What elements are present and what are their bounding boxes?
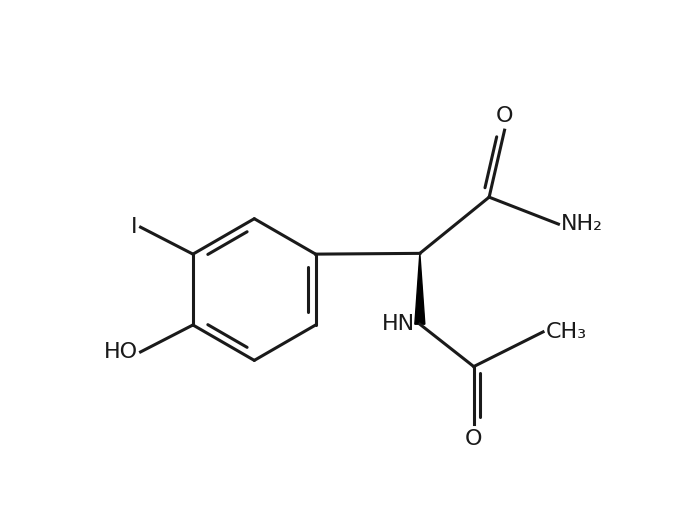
Text: CH₃: CH₃ — [546, 322, 587, 342]
Text: NH₂: NH₂ — [561, 214, 603, 234]
Text: O: O — [465, 429, 482, 449]
Text: I: I — [131, 217, 138, 237]
Polygon shape — [415, 253, 425, 324]
Text: HO: HO — [104, 342, 138, 362]
Text: O: O — [496, 106, 513, 125]
Text: HN: HN — [382, 314, 416, 334]
